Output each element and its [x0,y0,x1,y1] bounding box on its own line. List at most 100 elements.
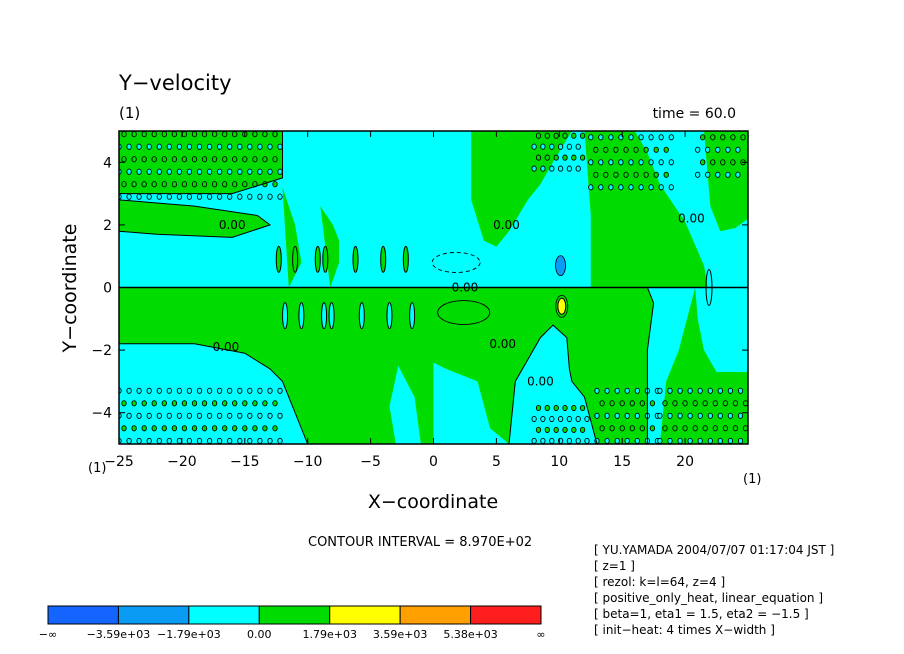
small-contour-231 [579,404,586,412]
small-contour-356 [725,171,731,178]
small-contour-206 [531,437,537,444]
small-contour-370 [720,134,726,141]
small-contour-173 [196,387,203,394]
x-tick-label-4: −5 [360,454,381,470]
colorbar-segment-5 [399,605,472,625]
small-contour-234 [608,184,614,191]
small-contour-369 [710,134,716,141]
small-contour-235 [618,184,624,191]
small-contour-364 [705,146,711,153]
small-contour-65 [272,156,278,163]
small-contour-210 [566,437,573,444]
small-contour-265 [663,146,669,153]
small-contour-78 [237,143,243,150]
small-contour-333 [727,412,734,419]
y-tick-label-1: −2 [91,343,112,359]
small-contour-211 [575,437,581,444]
panel-label: (1) [119,104,140,122]
small-contour-166 [126,387,132,394]
small-contour-299 [639,400,645,407]
small-contour-285 [629,425,635,432]
small-contour-11 [227,193,233,200]
small-contour-263 [643,146,649,153]
small-contour-352 [737,387,744,394]
small-contour-106 [186,437,193,444]
small-contour-137 [166,412,172,419]
small-contour-144 [237,412,243,419]
small-contour-147 [267,412,273,419]
small-contour-267 [598,134,604,141]
wave-contour-upper-2 [314,245,321,273]
small-contour-270 [628,134,634,141]
positive-region-6 [584,131,708,288]
x-tick-label-3: −10 [293,454,323,470]
small-contour-225 [584,415,590,423]
small-contour-169 [156,387,162,394]
small-contour-79 [247,143,253,150]
small-contour-203 [562,132,568,139]
small-contour-194 [531,143,537,150]
small-contour-190 [553,154,559,161]
small-contour-101 [136,437,142,444]
small-contour-86 [151,131,157,138]
small-contour-244 [623,171,629,178]
small-contour-41 [196,168,203,175]
small-contour-197 [557,143,564,150]
small-contour-181 [277,387,283,394]
small-contour-94 [232,131,238,138]
small-contour-115 [277,437,283,444]
wave-contour-lower-5 [386,302,393,330]
small-contour-183 [540,165,546,172]
small-contour-103 [156,437,162,444]
small-contour-296 [609,400,615,407]
small-contour-171 [176,387,183,394]
contour-labels: 0.00 0.00 0.00 0.00 0.00 0.00 0.00 [213,212,705,389]
small-contour-47 [257,168,263,175]
small-contour-254 [638,159,644,166]
small-contour-361 [730,159,736,166]
small-contour-17 [121,181,127,188]
small-contour-214 [544,426,550,433]
small-contour-73 [186,143,193,150]
small-contour-354 [705,171,711,178]
small-contour-228 [553,404,559,412]
small-contour-80 [257,143,263,150]
small-contour-64 [262,156,268,163]
small-contour-130 [262,425,268,432]
small-contour-168 [146,387,152,394]
contour-label-6: 0.00 [678,212,705,226]
x-axis-label: X−coordinate [368,491,498,513]
small-contour-146 [257,412,263,419]
small-contour-222 [557,415,564,423]
small-contour-344 [657,387,663,394]
contour-label-5: 0.00 [527,374,554,388]
small-contour-98 [272,131,278,138]
colorbar-segment-1 [117,605,190,625]
small-contour-298 [629,400,635,407]
small-contour-335 [662,400,668,407]
small-contour-170 [166,387,172,394]
info-line-2: [ rezol: k=l=64, z=4 ] [594,575,725,589]
strong-positive-core [557,297,567,315]
small-contour-67 [126,143,132,150]
small-contour-160 [232,400,238,407]
small-contour-295 [599,400,605,407]
wave-contour-upper-6 [402,245,409,273]
small-contour-32 [272,181,278,188]
small-contour-58 [201,156,208,163]
colorbar-segment-2 [188,605,260,625]
small-contour-357 [735,171,741,178]
small-contour-245 [633,171,639,178]
small-contour-113 [257,437,263,444]
small-contour-112 [247,437,253,444]
small-contour-14 [257,193,263,200]
small-contour-13 [247,193,253,200]
small-contour-304 [624,387,630,394]
small-contour-212 [584,437,590,444]
small-contour-250 [598,159,604,166]
small-contour-327 [667,412,673,419]
small-contour-44 [227,168,233,175]
wave-contour-lower-6 [409,302,416,330]
small-contour-359 [710,159,716,166]
small-contour-22 [171,181,178,188]
